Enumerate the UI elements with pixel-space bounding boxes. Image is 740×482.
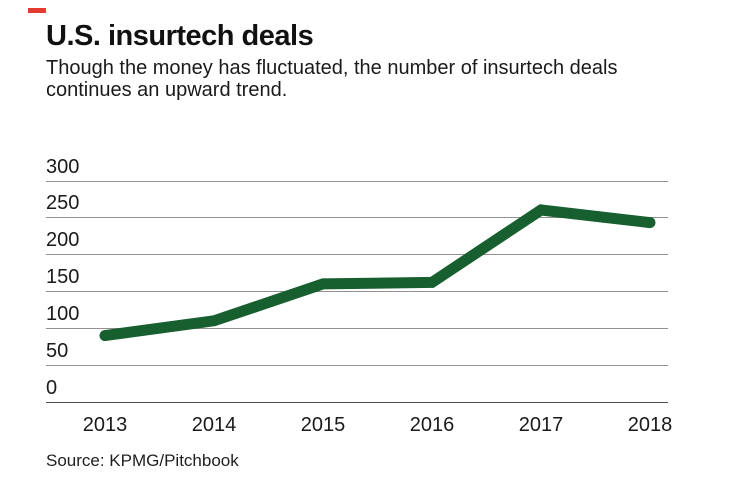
x-tick-label-2018: 2018 <box>627 414 673 436</box>
gridline-200 <box>46 254 668 256</box>
x-tick-label-2015: 2015 <box>300 414 346 436</box>
line-series-path <box>99 204 656 342</box>
y-tick-label-0: 0 <box>46 377 58 399</box>
gridline-300 <box>46 180 668 182</box>
x-tick-label-2016: 2016 <box>409 414 455 436</box>
x-tick-label-2017: 2017 <box>518 414 564 436</box>
x-tick-label-2014: 2014 <box>191 414 237 436</box>
y-tick-label-250: 250 <box>46 192 80 215</box>
y-tick-label-100: 100 <box>46 303 80 326</box>
gridline-0 <box>46 402 668 403</box>
y-tick-label-200: 200 <box>46 229 80 252</box>
gridline-150 <box>46 291 668 293</box>
gridline-250 <box>46 217 668 219</box>
y-tick-label-50: 50 <box>46 340 69 363</box>
source-note: Source: KPMG/Pitchbook <box>46 451 239 470</box>
gridline-100 <box>46 328 668 330</box>
x-tick-label-2013: 2013 <box>82 414 128 436</box>
y-tick-label-300: 300 <box>46 155 80 178</box>
chart-subtitle: Though the money has fluctuated, the num… <box>46 57 618 101</box>
gridline-50 <box>46 365 668 367</box>
chart-title: U.S. insurtech deals <box>46 20 314 52</box>
brand-accent-dash <box>28 8 46 13</box>
y-tick-label-150: 150 <box>46 266 80 289</box>
